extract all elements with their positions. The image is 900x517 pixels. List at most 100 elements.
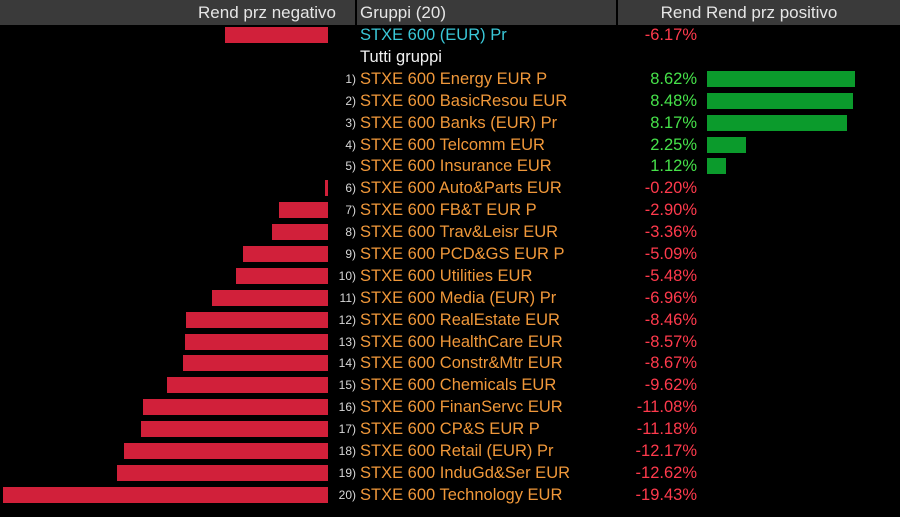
positive-return-bar (707, 71, 855, 87)
table-row[interactable]: 6) STXE 600 Auto&Parts EUR -0.20% (0, 177, 900, 199)
sector-name[interactable]: STXE 600 Insurance EUR (360, 157, 552, 175)
return-value: -19.43% (635, 486, 697, 504)
rank-label: 14) (338, 356, 356, 370)
negative-return-bar (325, 180, 328, 196)
return-value: -2.90% (644, 201, 697, 219)
group-title-row: Tutti gruppi (0, 46, 900, 68)
sector-name[interactable]: STXE 600 Telcomm EUR (360, 136, 545, 154)
table-row[interactable]: 9) STXE 600 PCD&GS EUR P -5.09% (0, 243, 900, 265)
return-value: -5.09% (644, 245, 697, 263)
table-row[interactable]: 10) STXE 600 Utilities EUR -5.48% (0, 265, 900, 287)
column-header-groups[interactable]: Gruppi (20) (357, 0, 616, 25)
rank-label: 15) (338, 378, 356, 392)
negative-return-bar (185, 334, 328, 350)
sector-name[interactable]: STXE 600 FB&T EUR P (360, 201, 537, 219)
sector-name[interactable]: STXE 600 Energy EUR P (360, 70, 548, 88)
index-row[interactable]: STXE 600 (EUR) Pr -6.17% (0, 24, 900, 46)
return-value: 8.62% (650, 70, 697, 88)
sector-name[interactable]: STXE 600 Banks (EUR) Pr (360, 114, 558, 132)
rank-label: 4) (345, 138, 356, 152)
negative-return-bar (183, 355, 328, 371)
rank-label: 20) (338, 488, 356, 502)
rank-label: 18) (338, 444, 356, 458)
negative-return-bar (186, 312, 328, 328)
return-value: -11.08% (636, 398, 697, 416)
sector-name[interactable]: STXE 600 Media (EUR) Pr (360, 289, 557, 307)
table-row[interactable]: 3) STXE 600 Banks (EUR) Pr 8.17% (0, 112, 900, 134)
sector-name[interactable]: STXE 600 BasicResou EUR (360, 92, 568, 110)
table-row[interactable]: 2) STXE 600 BasicResou EUR 8.48% (0, 90, 900, 112)
return-value: 1.12% (650, 157, 697, 175)
negative-return-bar (225, 27, 328, 43)
table-row[interactable]: 8) STXE 600 Trav&Leisr EUR -3.36% (0, 221, 900, 243)
rank-label: 17) (338, 422, 356, 436)
table-row[interactable]: 20) STXE 600 Technology EUR -19.43% (0, 484, 900, 506)
negative-return-bar (167, 377, 328, 393)
sector-name[interactable]: STXE 600 HealthCare EUR (360, 333, 563, 351)
table-row[interactable]: 15) STXE 600 Chemicals EUR -9.62% (0, 374, 900, 396)
sector-name[interactable]: STXE 600 CP&S EUR P (360, 420, 540, 438)
rank-label: 2) (345, 94, 356, 108)
table-row[interactable]: 1) STXE 600 Energy EUR P 8.62% (0, 68, 900, 90)
table-row[interactable]: 14) STXE 600 Constr&Mtr EUR -8.67% (0, 352, 900, 374)
return-value: -9.62% (644, 376, 697, 394)
sector-name[interactable]: STXE 600 Retail (EUR) Pr (360, 442, 554, 460)
rank-label: 13) (338, 335, 356, 349)
negative-return-bar (272, 224, 328, 240)
table-row[interactable]: 12) STXE 600 RealEstate EUR -8.46% (0, 309, 900, 331)
return-value: -8.67% (644, 354, 697, 372)
table-row[interactable]: 4) STXE 600 Telcomm EUR 2.25% (0, 134, 900, 156)
negative-return-bar (279, 202, 328, 218)
sector-name[interactable]: STXE 600 PCD&GS EUR P (360, 245, 565, 263)
sector-name[interactable]: STXE 600 Utilities EUR (360, 267, 533, 285)
sector-name[interactable]: STXE 600 Chemicals EUR (360, 376, 557, 394)
column-header-positive[interactable]: Rend Rend prz positivo (618, 0, 900, 25)
table-row[interactable]: 16) STXE 600 FinanServc EUR -11.08% (0, 396, 900, 418)
sector-name[interactable]: STXE 600 RealEstate EUR (360, 311, 560, 329)
table-row[interactable]: 18) STXE 600 Retail (EUR) Pr -12.17% (0, 440, 900, 462)
negative-return-bar (236, 268, 328, 284)
table-row[interactable]: 19) STXE 600 InduGd&Ser EUR -12.62% (0, 462, 900, 484)
return-value: -8.46% (644, 311, 697, 329)
table-row[interactable]: 17) STXE 600 CP&S EUR P -11.18% (0, 418, 900, 440)
rank-label: 3) (345, 116, 356, 130)
rank-label: 19) (338, 466, 356, 480)
negative-return-bar (124, 443, 328, 459)
return-value: -6.17% (644, 26, 697, 44)
rank-label: 12) (338, 313, 356, 327)
return-value: 8.48% (650, 92, 697, 110)
negative-return-bar (243, 246, 328, 262)
group-title: Tutti gruppi (360, 47, 442, 66)
positive-return-bar (707, 158, 726, 174)
return-value: -3.36% (644, 223, 697, 241)
positive-return-bar (707, 93, 853, 109)
sector-name[interactable]: STXE 600 InduGd&Ser EUR (360, 464, 571, 482)
rank-label: 1) (345, 72, 356, 86)
table-row[interactable]: 11) STXE 600 Media (EUR) Pr -6.96% (0, 287, 900, 309)
return-value: -11.18% (636, 420, 697, 438)
column-header-negative[interactable]: Rend prz negativo (0, 0, 355, 25)
negative-return-bar (141, 421, 328, 437)
sector-name[interactable]: STXE 600 Technology EUR (360, 486, 563, 504)
sector-name[interactable]: STXE 600 Trav&Leisr EUR (360, 223, 559, 241)
sector-name[interactable]: STXE 600 FinanServc EUR (360, 398, 563, 416)
table-row[interactable]: 7) STXE 600 FB&T EUR P -2.90% (0, 199, 900, 221)
rank-label: 7) (345, 203, 356, 217)
positive-return-bar (707, 137, 746, 153)
negative-return-bar (212, 290, 328, 306)
return-value: -12.17% (635, 442, 697, 460)
rank-label: 10) (338, 269, 356, 283)
rank-label: 9) (345, 247, 356, 261)
negative-return-bar (3, 487, 328, 503)
rank-label: 6) (345, 181, 356, 195)
rank-label: 11) (339, 291, 356, 305)
table-header: Rend prz negativo Gruppi (20) Rend Rend … (0, 0, 900, 25)
sector-name[interactable]: STXE 600 Constr&Mtr EUR (360, 354, 563, 372)
negative-return-bar (117, 465, 328, 481)
table-row[interactable]: 13) STXE 600 HealthCare EUR -8.57% (0, 331, 900, 353)
sector-name[interactable]: STXE 600 Auto&Parts EUR (360, 179, 562, 197)
table-row[interactable]: 5) STXE 600 Insurance EUR 1.12% (0, 155, 900, 177)
rank-label: 8) (345, 225, 356, 239)
rank-label: 5) (345, 159, 356, 173)
index-name[interactable]: STXE 600 (EUR) Pr (360, 26, 507, 44)
